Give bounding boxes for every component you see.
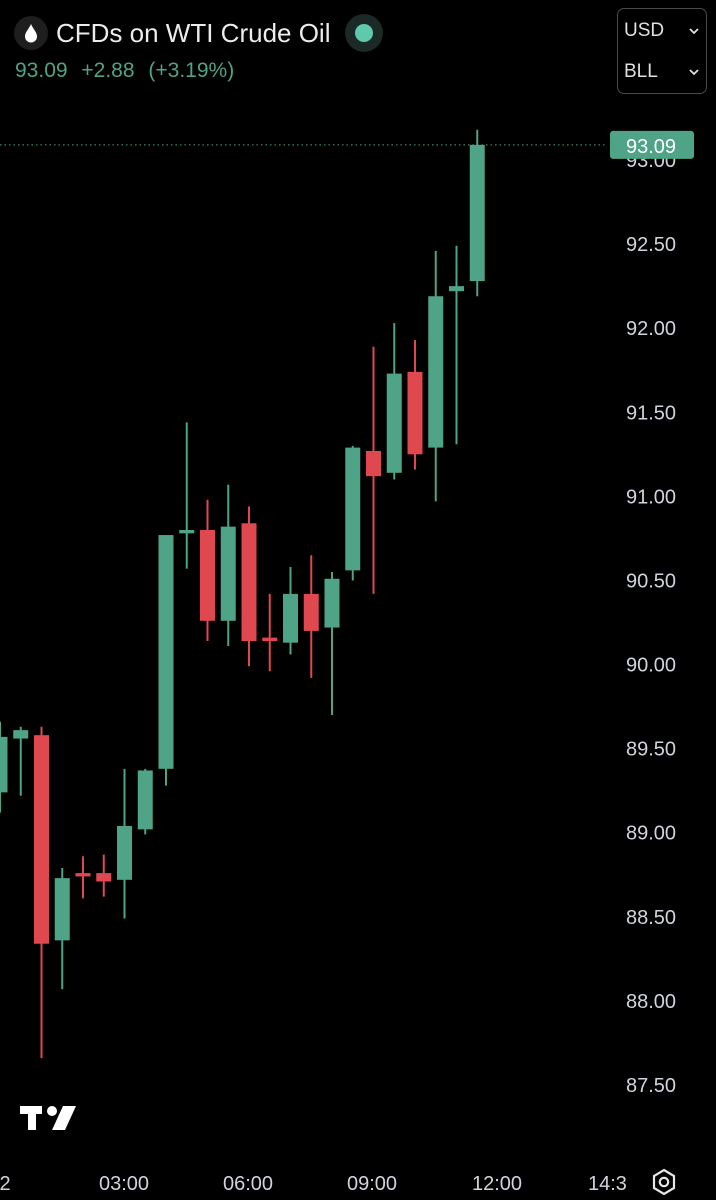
candle-body — [75, 873, 91, 877]
candle-body — [200, 530, 215, 621]
y-axis-tick-label: 89.50 — [626, 739, 676, 761]
unit-select[interactable]: BLL — [618, 52, 706, 92]
y-axis-tick-label: 88.00 — [626, 991, 676, 1013]
x-axis-tick-label: 2 — [0, 1173, 11, 1195]
candle-body — [366, 450, 381, 477]
market-status-indicator[interactable] — [344, 14, 383, 52]
candle-body — [241, 523, 257, 641]
candle-body — [449, 286, 464, 292]
market-open-dot — [354, 24, 373, 42]
candle-body — [324, 578, 340, 628]
price-change: +2.88 — [81, 59, 135, 82]
candle-body — [179, 530, 195, 534]
tradingview-logo-icon — [20, 1106, 76, 1130]
currency-select[interactable]: USD — [618, 11, 706, 51]
y-axis-tick-label: 88.50 — [626, 907, 676, 929]
y-axis-tick-label: 92.00 — [626, 318, 676, 340]
candle-body — [407, 371, 423, 455]
currency-value: USD — [624, 20, 665, 41]
candle-body — [96, 873, 112, 882]
price-change-percent: (+3.19%) — [148, 59, 235, 82]
candle-body — [345, 447, 361, 571]
candle-body — [158, 535, 174, 769]
last-price: 93.09 — [15, 59, 68, 82]
candle-body — [13, 730, 29, 739]
unit-selector: USD BLL — [617, 8, 707, 94]
oil-drop-icon — [14, 16, 48, 50]
candle-body — [283, 593, 298, 643]
candle-body — [469, 144, 485, 282]
last-price-label: 93.09 — [626, 136, 676, 158]
y-axis-tick-label: 92.50 — [626, 234, 676, 256]
symbol-row[interactable]: CFDs on WTI Crude Oil — [14, 14, 383, 52]
candle-body — [303, 593, 319, 631]
quote-row: 93.09 +2.88 (+3.19%) — [15, 59, 242, 83]
x-axis-tick-label: 09:00 — [347, 1173, 397, 1195]
candle-body — [386, 373, 402, 473]
candle-body — [54, 878, 70, 941]
y-axis-tick-label: 91.00 — [626, 486, 676, 508]
x-axis-tick-label: 03:00 — [99, 1173, 149, 1195]
x-axis-tick-label: 06:00 — [223, 1173, 273, 1195]
chart-header: CFDs on WTI Crude Oil 93.09 +2.88 (+3.19… — [0, 0, 600, 100]
chevron-down-icon — [689, 69, 699, 76]
candle-body — [428, 296, 444, 448]
candle-body — [117, 826, 132, 880]
y-axis-tick-label: 89.00 — [626, 823, 676, 845]
last-price-label-bg — [610, 130, 694, 159]
y-axis-tick-label: 90.50 — [626, 570, 676, 592]
settings-icon[interactable] — [648, 1166, 680, 1198]
x-axis-tick-label: 12:00 — [472, 1173, 522, 1195]
y-axis-tick-label: 90.00 — [626, 655, 676, 677]
candle-body — [0, 736, 8, 793]
candle-body — [262, 637, 278, 641]
x-axis-tick-label: 14:3 — [588, 1173, 627, 1195]
candle-body — [34, 735, 49, 944]
candle-body — [137, 770, 153, 830]
chevron-down-icon — [689, 28, 699, 35]
unit-value: BLL — [624, 61, 658, 82]
y-axis-tick-label: 87.50 — [626, 1075, 676, 1097]
symbol-title[interactable]: CFDs on WTI Crude Oil — [56, 17, 331, 48]
candle-body — [220, 526, 236, 621]
y-axis-tick-label: 91.50 — [626, 402, 676, 424]
